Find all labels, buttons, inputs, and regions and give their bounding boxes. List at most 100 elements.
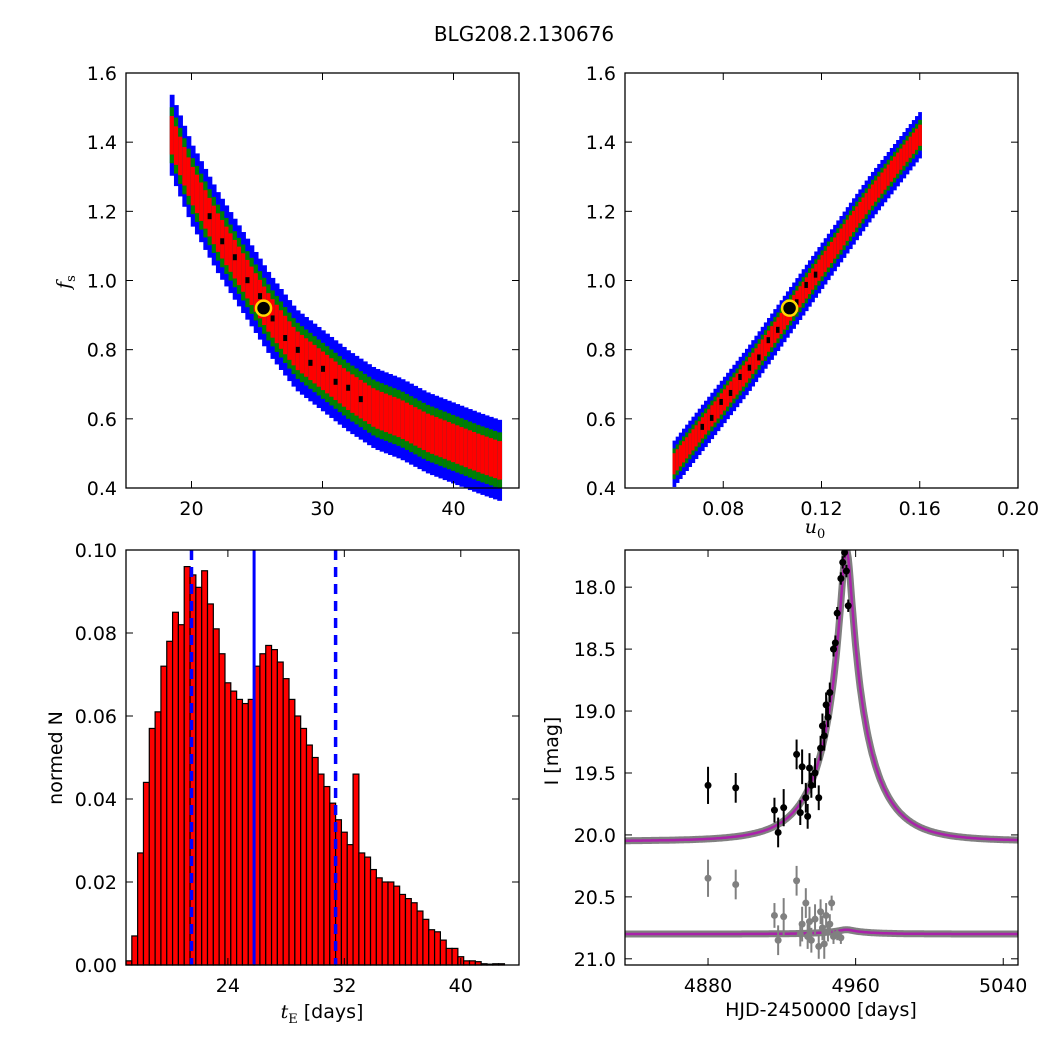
histogram-bar bbox=[404, 897, 412, 966]
confidence-cell bbox=[782, 308, 787, 330]
residual-point bbox=[780, 913, 788, 921]
residual-point bbox=[822, 911, 830, 919]
confidence-cell bbox=[779, 312, 784, 335]
confidence-cell bbox=[375, 390, 381, 429]
confidence-cell bbox=[886, 164, 891, 186]
confidence-cell bbox=[379, 391, 385, 431]
confidence-cell bbox=[911, 132, 916, 154]
confidence-cell bbox=[291, 326, 297, 366]
confidence-cell bbox=[249, 266, 255, 306]
confidence-cell bbox=[830, 241, 834, 264]
confidence-cell bbox=[855, 206, 859, 228]
y-axis-label: fs bbox=[53, 275, 79, 291]
confidence-cell bbox=[425, 413, 431, 453]
panel-fs-vs-tE: 20 30 40 0.4 0.6 0.8 1.0 1.2 1.4 1.6 fs bbox=[53, 63, 520, 520]
histogram-bar bbox=[369, 868, 377, 966]
confidence-cell bbox=[915, 128, 919, 150]
confidence-cell bbox=[404, 402, 410, 442]
data-point bbox=[796, 809, 804, 817]
residual-point bbox=[770, 911, 778, 919]
confidence-cell bbox=[354, 377, 360, 416]
confidence-cell bbox=[316, 348, 322, 387]
confidence-cell bbox=[325, 354, 330, 394]
confidence-cell bbox=[287, 321, 293, 360]
confidence-cell bbox=[678, 445, 683, 467]
confidence-cell bbox=[417, 409, 423, 448]
best-chi2-cell bbox=[321, 365, 327, 372]
confidence-cell bbox=[182, 147, 188, 186]
x-axis-label: tE [days] bbox=[281, 1001, 364, 1027]
confidence-cell bbox=[362, 382, 368, 422]
data-point bbox=[839, 558, 847, 566]
residual-point bbox=[815, 942, 823, 950]
confidence-cell bbox=[493, 439, 498, 479]
data-point bbox=[770, 806, 778, 814]
residual-point bbox=[807, 936, 815, 944]
confidence-cell bbox=[463, 428, 469, 468]
confidence-cell bbox=[199, 182, 204, 221]
data-point bbox=[831, 639, 839, 647]
panel-frame bbox=[125, 549, 520, 966]
data-point bbox=[815, 794, 823, 802]
confidence-cell bbox=[735, 373, 740, 395]
y-tick-label: 21.0 bbox=[574, 949, 616, 971]
histogram-bar bbox=[428, 929, 436, 966]
y-tick-label: 1.0 bbox=[586, 271, 616, 293]
confidence-cell bbox=[236, 246, 242, 286]
data-point bbox=[824, 713, 832, 721]
panel-tE-histogram: 24 32 40 0.00 0.02 0.04 0.06 0.08 0.10 tE [days]… bbox=[45, 540, 520, 1027]
confidence-cell bbox=[329, 358, 335, 397]
data-point bbox=[807, 781, 815, 789]
x-axis-label: u0 bbox=[805, 516, 826, 542]
y-axis-label: normed N bbox=[45, 711, 67, 805]
confidence-cell bbox=[763, 335, 768, 357]
best-chi2-cell bbox=[220, 238, 226, 245]
histogram-bar bbox=[352, 773, 360, 966]
histogram-bar bbox=[282, 678, 290, 966]
histogram-bar bbox=[154, 711, 162, 966]
confidence-cell bbox=[757, 343, 762, 366]
histogram-bar bbox=[148, 727, 156, 966]
y-tick-label: 0.02 bbox=[75, 872, 117, 894]
histogram-bar bbox=[422, 918, 430, 966]
residual-point bbox=[820, 940, 828, 948]
y-tick-label: 0.8 bbox=[586, 340, 616, 362]
confidence-cell bbox=[899, 148, 904, 170]
data-point bbox=[844, 602, 852, 610]
histogram-bar bbox=[171, 611, 179, 966]
confidence-cell bbox=[826, 246, 831, 268]
residual-point bbox=[828, 899, 836, 907]
best-chi2-cell bbox=[333, 378, 339, 385]
confidence-cell bbox=[497, 441, 503, 480]
confidence-cell bbox=[908, 136, 913, 158]
confidence-cell bbox=[459, 426, 465, 466]
best-chi2-cell bbox=[700, 423, 706, 430]
best-chi2-cell bbox=[766, 337, 772, 344]
confidence-cell bbox=[190, 166, 196, 206]
confidence-cell bbox=[476, 433, 482, 473]
confidence-cell bbox=[409, 404, 414, 444]
confidence-cell bbox=[488, 438, 494, 477]
confidence-cell bbox=[480, 435, 486, 474]
best-chi2-cell bbox=[728, 389, 734, 396]
histogram-bar bbox=[166, 640, 174, 966]
histogram-bar bbox=[276, 661, 284, 966]
confidence-cell bbox=[691, 429, 696, 451]
histogram-bar bbox=[358, 852, 366, 966]
residual-point bbox=[837, 934, 845, 942]
confidence-cell bbox=[883, 168, 888, 190]
confidence-cell bbox=[350, 374, 356, 413]
confidence-cell bbox=[760, 339, 765, 361]
x-tick-label: 4960 bbox=[831, 975, 879, 997]
y-tick-label: 19.0 bbox=[574, 701, 616, 723]
best-chi2-cell bbox=[804, 281, 810, 288]
x-tick-label: 24 bbox=[216, 975, 240, 997]
confidence-cell bbox=[337, 364, 343, 404]
best-chi2-cell bbox=[232, 254, 238, 261]
histogram-bar bbox=[212, 628, 220, 966]
histogram-bar bbox=[387, 881, 395, 966]
confidence-cell bbox=[685, 437, 689, 459]
confidence-cell bbox=[751, 352, 756, 374]
confidence-cell bbox=[186, 157, 192, 196]
confidence-cell bbox=[707, 409, 711, 431]
